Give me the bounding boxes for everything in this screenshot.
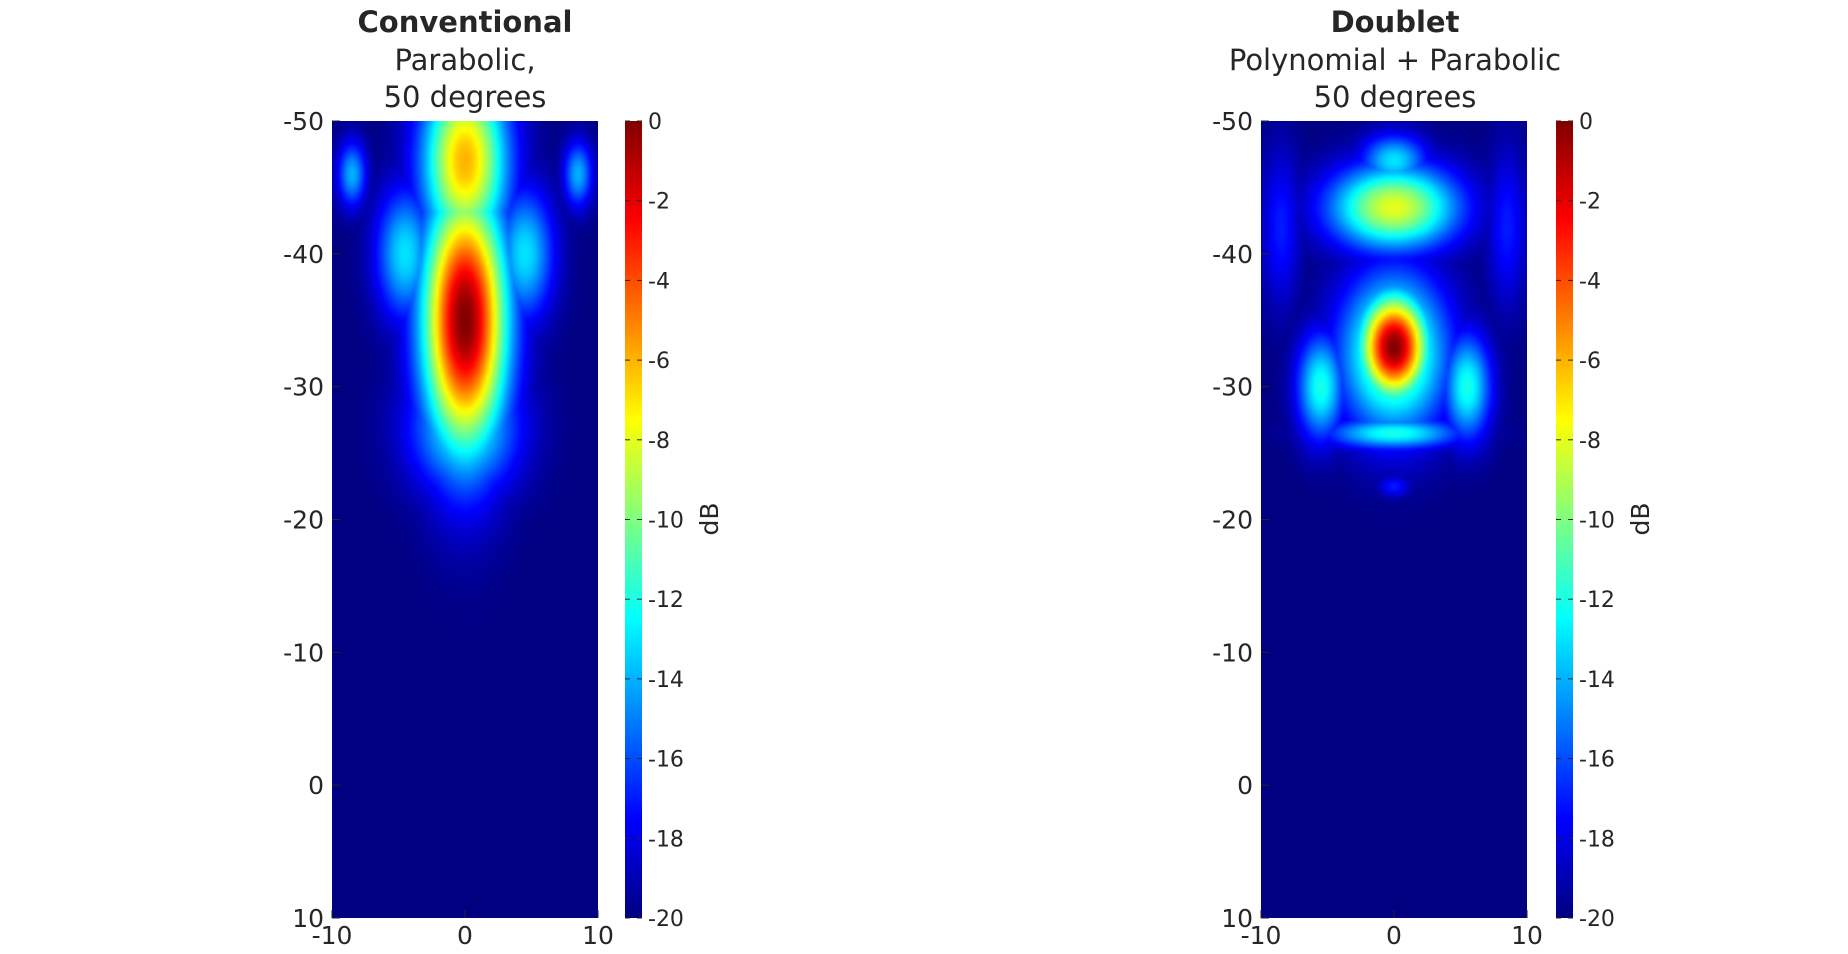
colorbar-tick-label: -20 [1579,907,1615,932]
panel-doublet: Doublet Polynomial + Parabolic 50 degree… [1212,5,1655,950]
colorbar-tick-label: -18 [1579,827,1615,852]
colorbar [625,121,642,918]
colorbar-tick-label: -6 [1579,349,1601,374]
chart-title: Doublet [1331,5,1460,39]
chart-subtitle-line-1: Parabolic, [394,43,535,77]
colorbar-label: dB [1626,502,1655,535]
colorbar-tick-label: -14 [1579,668,1615,693]
colorbar-label: dB [695,502,724,535]
colorbar-tick-label: -8 [648,429,670,454]
x-tick-label: -10 [1241,921,1282,950]
y-tick-label: -40 [1212,240,1253,269]
colorbar-tick-label: -12 [648,588,684,613]
panel-conventional: Conventional Parabolic, 50 degrees -50 -4… [283,5,724,950]
y-tick-label: -20 [283,506,324,535]
colorbar-tick-label: -16 [648,748,684,773]
y-tick-label: 10 [292,904,324,933]
chart-title: Conventional [358,5,573,39]
colorbar-tick-label: -14 [648,668,684,693]
y-tick-label: -10 [283,638,324,667]
y-tick-label: -40 [283,240,324,269]
x-tick-label: 10 [582,921,614,950]
y-tick-label: -50 [1212,107,1253,136]
x-tick-label: 10 [1511,921,1543,950]
colorbar-tick-label: -16 [1579,748,1615,773]
colorbar-tick-label: -6 [648,349,670,374]
colorbar-tick-label: -10 [648,509,684,534]
heatmap-image [332,121,598,918]
heatmap-image [1261,121,1527,918]
chart-subtitle-line-1: Polynomial + Parabolic [1229,43,1561,77]
colorbar-ticks: 0 -2 -4 -6 -8 -10 -12 -14 -16 -18 -20 [1556,110,1615,932]
colorbar-tick-label: 0 [648,110,662,135]
colorbar-tick-label: -4 [1579,269,1601,294]
x-axis: -10 0 10 [1241,910,1543,950]
colorbar-tick-label: -4 [648,269,670,294]
colorbar-ticks: 0 -2 -4 -6 -8 -10 -12 -14 -16 -18 -20 [625,110,684,932]
colorbar-tick-label: -20 [648,907,684,932]
y-tick-label: -30 [283,373,324,402]
y-tick-label: -10 [1212,638,1253,667]
y-tick-label: 0 [308,771,324,800]
chart-subtitle-line-2: 50 degrees [384,80,547,114]
y-tick-label: -30 [1212,373,1253,402]
y-axis: -50 -40 -30 -20 -10 0 10 [283,107,340,933]
y-tick-label: -20 [1212,506,1253,535]
colorbar-tick-label: -2 [1579,190,1601,215]
chart-subtitle-line-2: 50 degrees [1314,80,1477,114]
colorbar [1556,121,1573,918]
colorbar-tick-label: -18 [648,827,684,852]
x-tick-label: 0 [457,921,473,950]
y-tick-label: 10 [1221,904,1253,933]
y-tick-label: 0 [1237,771,1253,800]
x-tick-label: 0 [1386,921,1402,950]
colorbar-tick-label: 0 [1579,110,1593,135]
x-tick-label: -10 [312,921,353,950]
colorbar-tick-label: -8 [1579,429,1601,454]
y-axis: -50 -40 -30 -20 -10 0 10 [1212,107,1269,933]
x-axis: -10 0 10 [312,910,614,950]
colorbar-tick-label: -10 [1579,509,1615,534]
colorbar-tick-label: -2 [648,190,670,215]
y-tick-label: -50 [283,107,324,136]
colorbar-tick-label: -12 [1579,588,1615,613]
